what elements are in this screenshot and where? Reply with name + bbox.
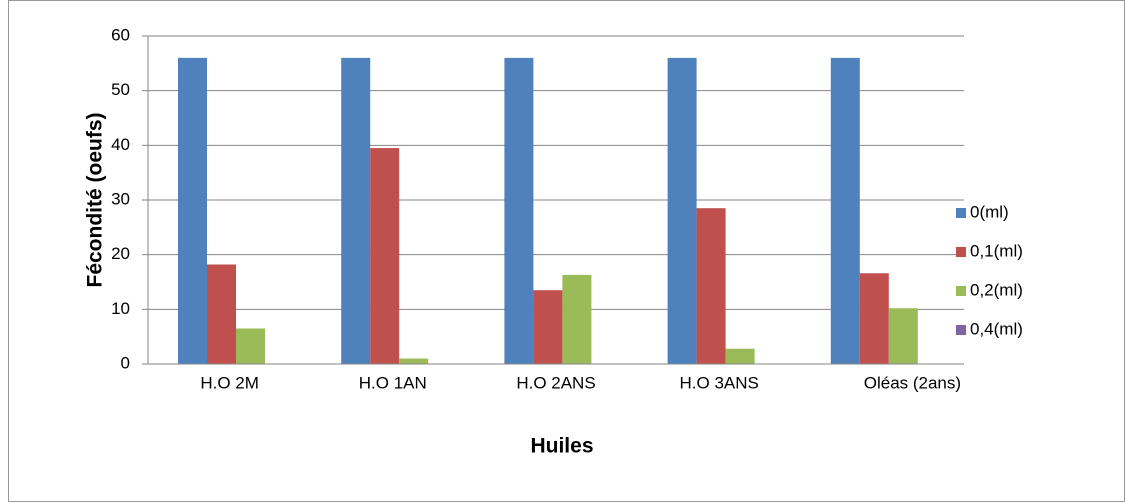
bar xyxy=(562,274,592,364)
x-tick-label: H.O 3ANS xyxy=(680,373,759,392)
x-tick-label: H.O 2ANS xyxy=(516,373,595,392)
bar xyxy=(859,273,889,364)
x-axis-title: Huiles xyxy=(530,435,593,458)
y-tick-label: 50 xyxy=(111,80,130,99)
bar xyxy=(830,57,860,364)
y-axis-title: Fécondité (oeufs) xyxy=(84,112,107,287)
y-tick-label: 30 xyxy=(111,189,130,208)
legend-label: 0,2(ml) xyxy=(970,280,1023,299)
legend-swatch xyxy=(956,286,966,296)
bar xyxy=(178,57,207,364)
bar xyxy=(667,57,697,364)
bar xyxy=(696,208,726,364)
legend-label: 0(ml) xyxy=(970,202,1009,221)
bar xyxy=(207,264,236,364)
bar xyxy=(725,348,755,364)
bar xyxy=(504,57,534,364)
y-tick-label: 20 xyxy=(111,244,130,263)
legend-label: 0,1(ml) xyxy=(970,241,1023,260)
legend-label: 0,4(ml) xyxy=(970,319,1023,338)
x-tick-label: H.O 2M xyxy=(200,373,259,392)
y-tick-label: 60 xyxy=(111,25,130,44)
legend-swatch xyxy=(956,247,966,257)
bar xyxy=(399,358,429,364)
bar xyxy=(888,308,918,364)
bar xyxy=(533,290,563,364)
bar xyxy=(236,328,265,364)
y-tick-label: 40 xyxy=(111,135,130,154)
y-tick-label: 10 xyxy=(111,299,130,318)
y-tick-label: 0 xyxy=(121,353,130,372)
bar xyxy=(341,57,371,364)
x-tick-label: Oléas (2ans) xyxy=(864,373,961,392)
legend-swatch xyxy=(956,325,966,335)
x-tick-label: H.O 1AN xyxy=(359,373,427,392)
legend-swatch xyxy=(956,208,966,218)
bar xyxy=(370,148,400,364)
